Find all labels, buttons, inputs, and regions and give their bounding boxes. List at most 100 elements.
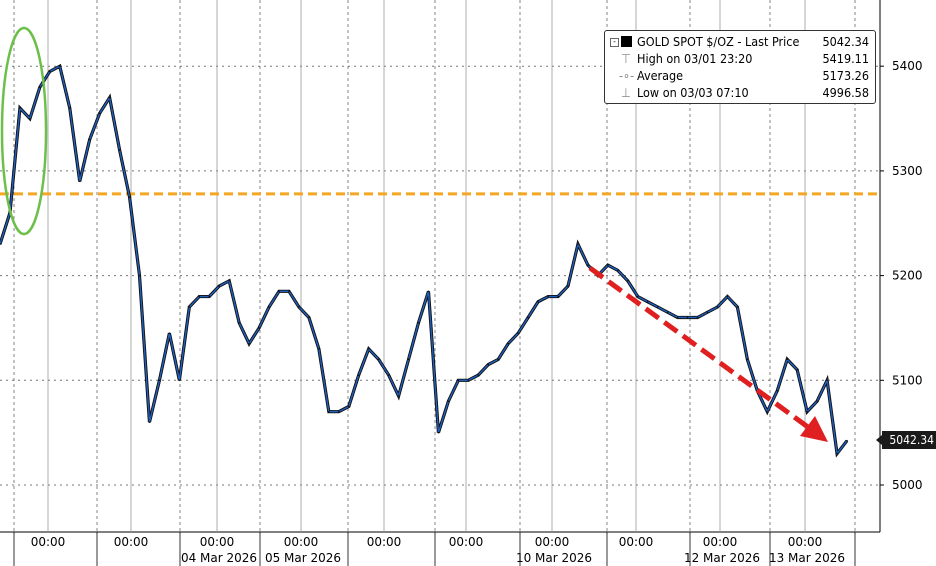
price-point — [547, 295, 549, 298]
x-tick-label-time: 00:00 — [367, 535, 402, 549]
legend: - GOLD SPOT $/OZ - Last Price 5042.34 ⊤ … — [604, 30, 876, 104]
y-tick-label: 5400 — [892, 59, 923, 73]
price-point — [367, 348, 370, 350]
x-tick-label-time: 00:00 — [535, 535, 570, 549]
y-tick-label: 5300 — [892, 164, 923, 178]
x-tick-label-time: 00:00 — [284, 535, 319, 549]
price-point — [487, 363, 490, 366]
price-point — [567, 285, 569, 287]
price-point — [527, 316, 529, 319]
price-point — [248, 342, 250, 345]
price-point — [696, 316, 699, 319]
price-point — [686, 316, 689, 319]
legend-label: High on 03/01 23:20 — [637, 51, 753, 66]
price-point — [607, 264, 609, 266]
price-point — [796, 369, 798, 371]
price-point — [258, 327, 260, 329]
price-point — [666, 311, 669, 314]
price-point — [676, 316, 679, 319]
price-point — [706, 311, 709, 314]
price-point — [397, 395, 400, 397]
price-point — [437, 431, 440, 434]
price-point — [736, 306, 739, 308]
price-point — [178, 379, 181, 382]
price-point — [846, 439, 848, 442]
price-point — [158, 379, 161, 382]
legend-row-low: ⊥ Low on 03/03 07:10 4996.58 — [619, 84, 869, 101]
price-point — [39, 86, 41, 88]
x-tick-label-date: 10 Mar 2026 — [516, 551, 592, 565]
x-tick-label-time: 00:00 — [619, 535, 654, 549]
price-point — [836, 452, 838, 455]
price-point — [387, 374, 390, 376]
price-point — [0, 243, 1, 245]
legend-value: 5419.11 — [822, 51, 870, 66]
price-point — [218, 285, 221, 287]
series-swatch-icon — [621, 36, 632, 47]
price-point — [188, 306, 191, 308]
y-tick-label: 5000 — [892, 478, 923, 492]
price-point — [457, 379, 460, 382]
price-point — [128, 196, 131, 198]
x-tick-label-date: 05 Mar 2026 — [265, 551, 341, 565]
x-tick-label-time: 00:00 — [200, 535, 235, 549]
price-point — [168, 332, 171, 334]
price-point — [716, 306, 719, 308]
legend-row-high: ⊤ High on 03/01 23:20 5419.11 — [619, 50, 869, 67]
trend-arrow-head — [800, 416, 828, 442]
price-point — [557, 295, 559, 298]
price-point — [288, 290, 290, 293]
x-tick-label-time: 00:00 — [31, 535, 66, 549]
price-point — [357, 374, 360, 376]
price-point — [278, 290, 280, 293]
price-point — [88, 138, 91, 141]
price-point — [806, 410, 808, 413]
high-marker-icon: ⊤ — [621, 51, 631, 66]
price-point — [78, 180, 81, 183]
price-point — [308, 316, 310, 319]
price-point — [617, 269, 619, 272]
legend-value: 5042.34 — [822, 34, 870, 49]
price-point — [427, 290, 430, 293]
last-price-pointer — [876, 435, 882, 445]
price-point — [497, 358, 500, 361]
price-point — [347, 405, 350, 408]
price-point — [338, 410, 340, 413]
price-point — [268, 306, 270, 308]
price-point — [646, 300, 649, 303]
price-point — [377, 358, 380, 361]
price-point — [58, 65, 61, 67]
price-point — [298, 306, 300, 308]
x-tick-label-time: 00:00 — [703, 535, 738, 549]
low-marker-icon: ⊥ — [621, 85, 631, 100]
legend-row-average: -∘- Average 5173.26 — [619, 67, 869, 84]
legend-value: 5173.26 — [822, 68, 870, 83]
price-point — [636, 295, 639, 298]
x-tick-label-date: 04 Mar 2026 — [181, 551, 257, 565]
price-point — [108, 96, 111, 99]
x-tick-label-time: 00:00 — [449, 535, 484, 549]
price-point — [577, 243, 579, 245]
legend-label: GOLD SPOT $/OZ - Last Price — [637, 34, 800, 49]
y-tick-label: 5200 — [892, 269, 923, 283]
price-point — [138, 274, 141, 277]
price-point — [746, 358, 749, 361]
collapse-icon[interactable]: - — [610, 38, 619, 47]
price-point — [766, 410, 769, 413]
legend-label: Low on 03/03 07:10 — [637, 85, 749, 100]
price-point — [208, 295, 211, 298]
legend-label: Average — [637, 68, 684, 83]
trend-arrow-line — [588, 265, 814, 433]
x-tick-label-time: 00:00 — [788, 535, 823, 549]
price-point — [318, 348, 320, 350]
price-point — [417, 321, 420, 324]
price-point — [19, 107, 21, 109]
price-point — [507, 342, 510, 345]
price-point — [786, 358, 789, 361]
price-point — [118, 149, 121, 151]
price-point — [29, 117, 31, 120]
price-point — [537, 300, 539, 303]
price-point — [198, 295, 201, 298]
price-point — [726, 295, 729, 298]
